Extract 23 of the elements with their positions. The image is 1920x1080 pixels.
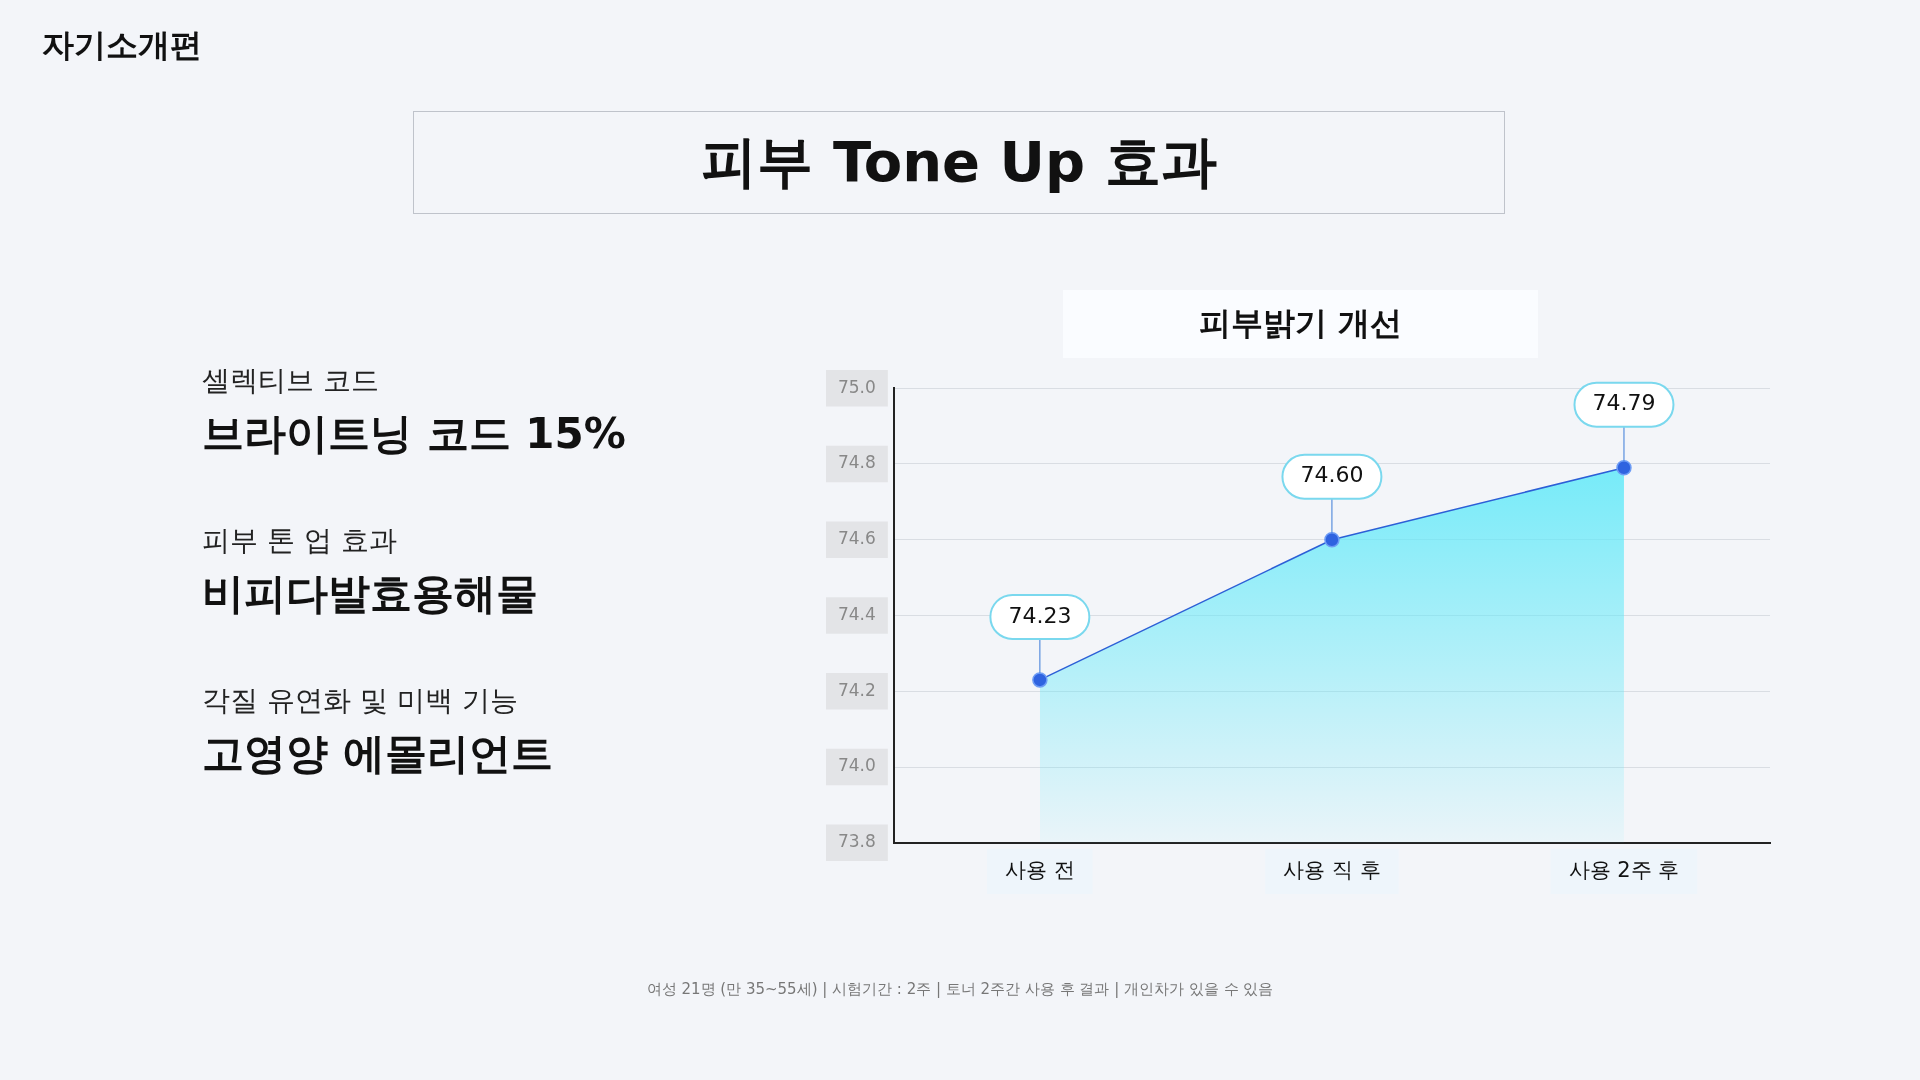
text: 자기소개편 [42,25,202,66]
data-label: 74.60 [1300,462,1364,488]
x-tick-label: 사용 직 후 [1283,857,1381,882]
y-tick-label: 74.8 [837,452,876,473]
text: 각질 유연화 및 미백 기능 [202,683,519,719]
text: 셀렉티브 코드 [202,363,380,399]
y-tick-label: 74.4 [837,603,876,624]
text: 비피다발효용해물 [202,568,539,620]
x-tick-label: 사용 전 [1005,857,1075,882]
x-tick-label: 사용 2주 후 [1568,857,1680,882]
text: 피부 톤 업 효과 [202,523,398,559]
text: 고영양 에몰리언트 [202,728,554,780]
text: 여성 21명 (만 35~55세) | 시험기간 : 2주 | 토너 2주간 사용 후 결과 | 개인차가 있을 수 있음 [645,980,1275,999]
text: 브라이트닝 코드 15% [202,408,626,460]
y-tick-label: 74.0 [837,755,876,776]
chart-subtitle: 피부밝기 개선 [1063,290,1538,358]
y-tick-label: 73.8 [837,831,876,852]
y-tick-label: 74.6 [837,528,876,549]
y-tick-label: 75.0 [837,376,876,397]
y-tick-label: 74.2 [837,679,876,700]
data-label: 74.23 [1008,602,1072,628]
chart-title: 피부 Tone Up 효과 [413,111,1505,214]
data-label: 74.79 [1592,390,1656,416]
